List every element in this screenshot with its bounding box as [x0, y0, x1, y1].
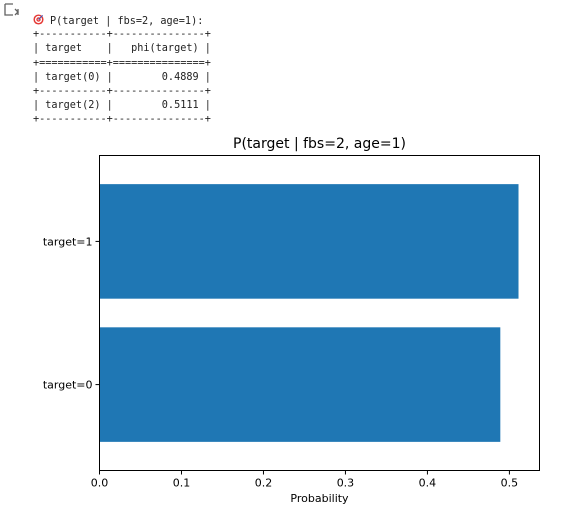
- x-tick-label: 0.5: [501, 477, 519, 490]
- y-tick-label: target=0: [43, 379, 93, 392]
- x-tick-label: 0.1: [173, 477, 191, 490]
- x-tick-label: 0.4: [419, 477, 437, 490]
- table-line: | target(0) | 0.4889 |: [33, 71, 211, 83]
- output-header-line: P(target | fbs=2, age=1):: [33, 14, 211, 28]
- table-line: | target(2) | 0.5111 |: [33, 100, 211, 112]
- chart-title: P(target | fbs=2, age=1): [233, 136, 406, 152]
- table-line: | target | phi(target) |: [33, 43, 211, 55]
- output-header: P(target | fbs=2, age=1):: [50, 16, 204, 27]
- bar-chart: P(target | fbs=2, age=1) target=0 target=…: [43, 136, 540, 505]
- x-tick-label: 0.3: [337, 477, 355, 490]
- output-collapse-icon[interactable]: [3, 2, 21, 18]
- x-tick-label: 0.0: [91, 477, 109, 490]
- x-axis-label: Probability: [290, 492, 349, 505]
- y-tick-label: target=1: [43, 235, 93, 248]
- bar-target=1: [99, 184, 519, 299]
- table-line: +-----------+---------------+: [33, 29, 211, 41]
- x-tick-label: 0.2: [255, 477, 273, 490]
- table-line: +-----------+---------------+: [33, 85, 211, 97]
- target-icon: [33, 14, 44, 25]
- table-line: +===========+===============+: [33, 57, 211, 69]
- cell-output-text: P(target | fbs=2, age=1): +-----------+--…: [33, 14, 211, 128]
- plot-frame: [99, 155, 540, 471]
- bar-target=0: [99, 327, 501, 442]
- table-line: +-----------+---------------+: [33, 114, 211, 126]
